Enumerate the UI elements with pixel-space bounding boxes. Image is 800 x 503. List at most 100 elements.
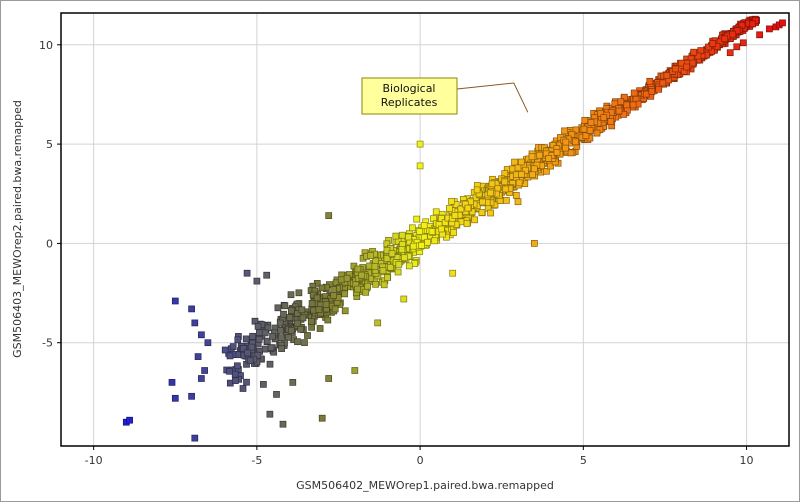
data-point: [313, 294, 321, 302]
data-point: [561, 127, 568, 135]
data-point: [522, 166, 529, 174]
data-point: [234, 336, 242, 344]
data-point: [248, 343, 256, 351]
data-point: [642, 90, 650, 98]
data-point: [671, 65, 679, 73]
data-point: [325, 212, 333, 219]
data-point: [261, 329, 269, 337]
data-point: [587, 119, 595, 126]
data-point: [364, 282, 371, 290]
data-point: [424, 238, 431, 246]
data-point: [418, 242, 425, 249]
data-point: [405, 262, 413, 270]
data-point: [318, 414, 326, 422]
data-point: [343, 274, 351, 282]
data-points: [122, 15, 786, 442]
data-point: [263, 337, 271, 345]
annotation-line-1: Biological: [382, 82, 435, 95]
data-point: [529, 171, 536, 178]
data-point: [285, 334, 292, 341]
data-point: [221, 346, 229, 354]
data-point: [330, 292, 337, 299]
data-point: [400, 295, 408, 303]
data-point: [322, 301, 330, 308]
data-point: [690, 48, 698, 56]
data-point: [464, 204, 472, 212]
data-point: [198, 375, 205, 382]
data-point: [562, 144, 569, 152]
data-point: [648, 88, 656, 95]
data-point: [463, 220, 471, 227]
data-point: [646, 77, 654, 85]
data-point: [678, 59, 686, 67]
data-point: [401, 254, 408, 262]
data-point: [226, 367, 233, 375]
data-point: [239, 385, 247, 392]
data-point: [324, 316, 332, 324]
data-point: [663, 72, 671, 79]
data-point: [572, 126, 580, 134]
data-point: [473, 186, 481, 194]
data-point: [488, 180, 496, 188]
data-point: [308, 323, 315, 331]
data-point: [515, 179, 523, 187]
data-point: [351, 367, 359, 374]
data-point: [450, 229, 457, 236]
data-point: [254, 323, 262, 330]
data-point: [273, 391, 280, 398]
data-point: [316, 325, 324, 332]
data-point: [281, 302, 289, 310]
data-point: [487, 209, 494, 217]
data-point: [733, 27, 741, 35]
data-point: [294, 338, 301, 346]
data-point: [629, 101, 637, 109]
data-point: [553, 149, 561, 156]
data-point: [547, 162, 554, 170]
data-point: [260, 381, 267, 388]
data-point: [287, 326, 295, 334]
data-point: [392, 232, 400, 240]
data-point: [278, 345, 285, 352]
data-point: [623, 101, 630, 109]
data-point: [126, 416, 133, 424]
data-point: [449, 269, 457, 277]
data-point: [659, 79, 667, 87]
annotation-box: [361, 77, 458, 115]
y-tick-label: 10: [39, 39, 53, 52]
data-point: [620, 111, 628, 118]
data-point: [255, 335, 263, 343]
data-point: [276, 319, 284, 327]
data-point: [502, 185, 510, 193]
data-point: [543, 167, 550, 175]
data-point: [451, 212, 459, 219]
data-point: [448, 197, 455, 205]
data-point: [756, 31, 763, 39]
data-point: [301, 339, 308, 346]
data-point: [405, 233, 412, 241]
data-point: [580, 125, 588, 133]
data-point: [383, 240, 391, 248]
data-point: [428, 228, 436, 235]
data-point: [243, 378, 250, 386]
y-tick-label: 0: [46, 237, 53, 250]
y-axis-label: GSM506403_MEWOrep2.paired.bwa.remapped: [11, 100, 24, 358]
data-point: [567, 149, 575, 157]
data-point: [266, 410, 274, 418]
data-point: [416, 140, 424, 148]
x-tick-label: -10: [85, 454, 103, 467]
data-point: [280, 310, 287, 318]
data-point: [503, 197, 510, 204]
data-point: [615, 107, 623, 115]
data-point: [261, 345, 269, 353]
data-point: [617, 98, 625, 106]
data-point: [655, 85, 663, 93]
data-point: [545, 155, 553, 162]
data-point: [398, 246, 406, 253]
data-point: [254, 352, 262, 359]
annotation-line-2: Replicates: [381, 96, 438, 109]
data-point: [478, 209, 486, 216]
data-point: [229, 343, 237, 350]
data-point: [694, 52, 702, 60]
data-point: [568, 131, 576, 138]
